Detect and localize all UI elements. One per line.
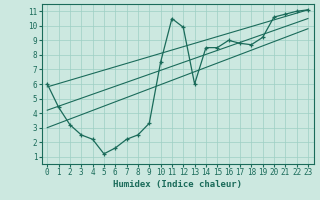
X-axis label: Humidex (Indice chaleur): Humidex (Indice chaleur) [113,180,242,189]
